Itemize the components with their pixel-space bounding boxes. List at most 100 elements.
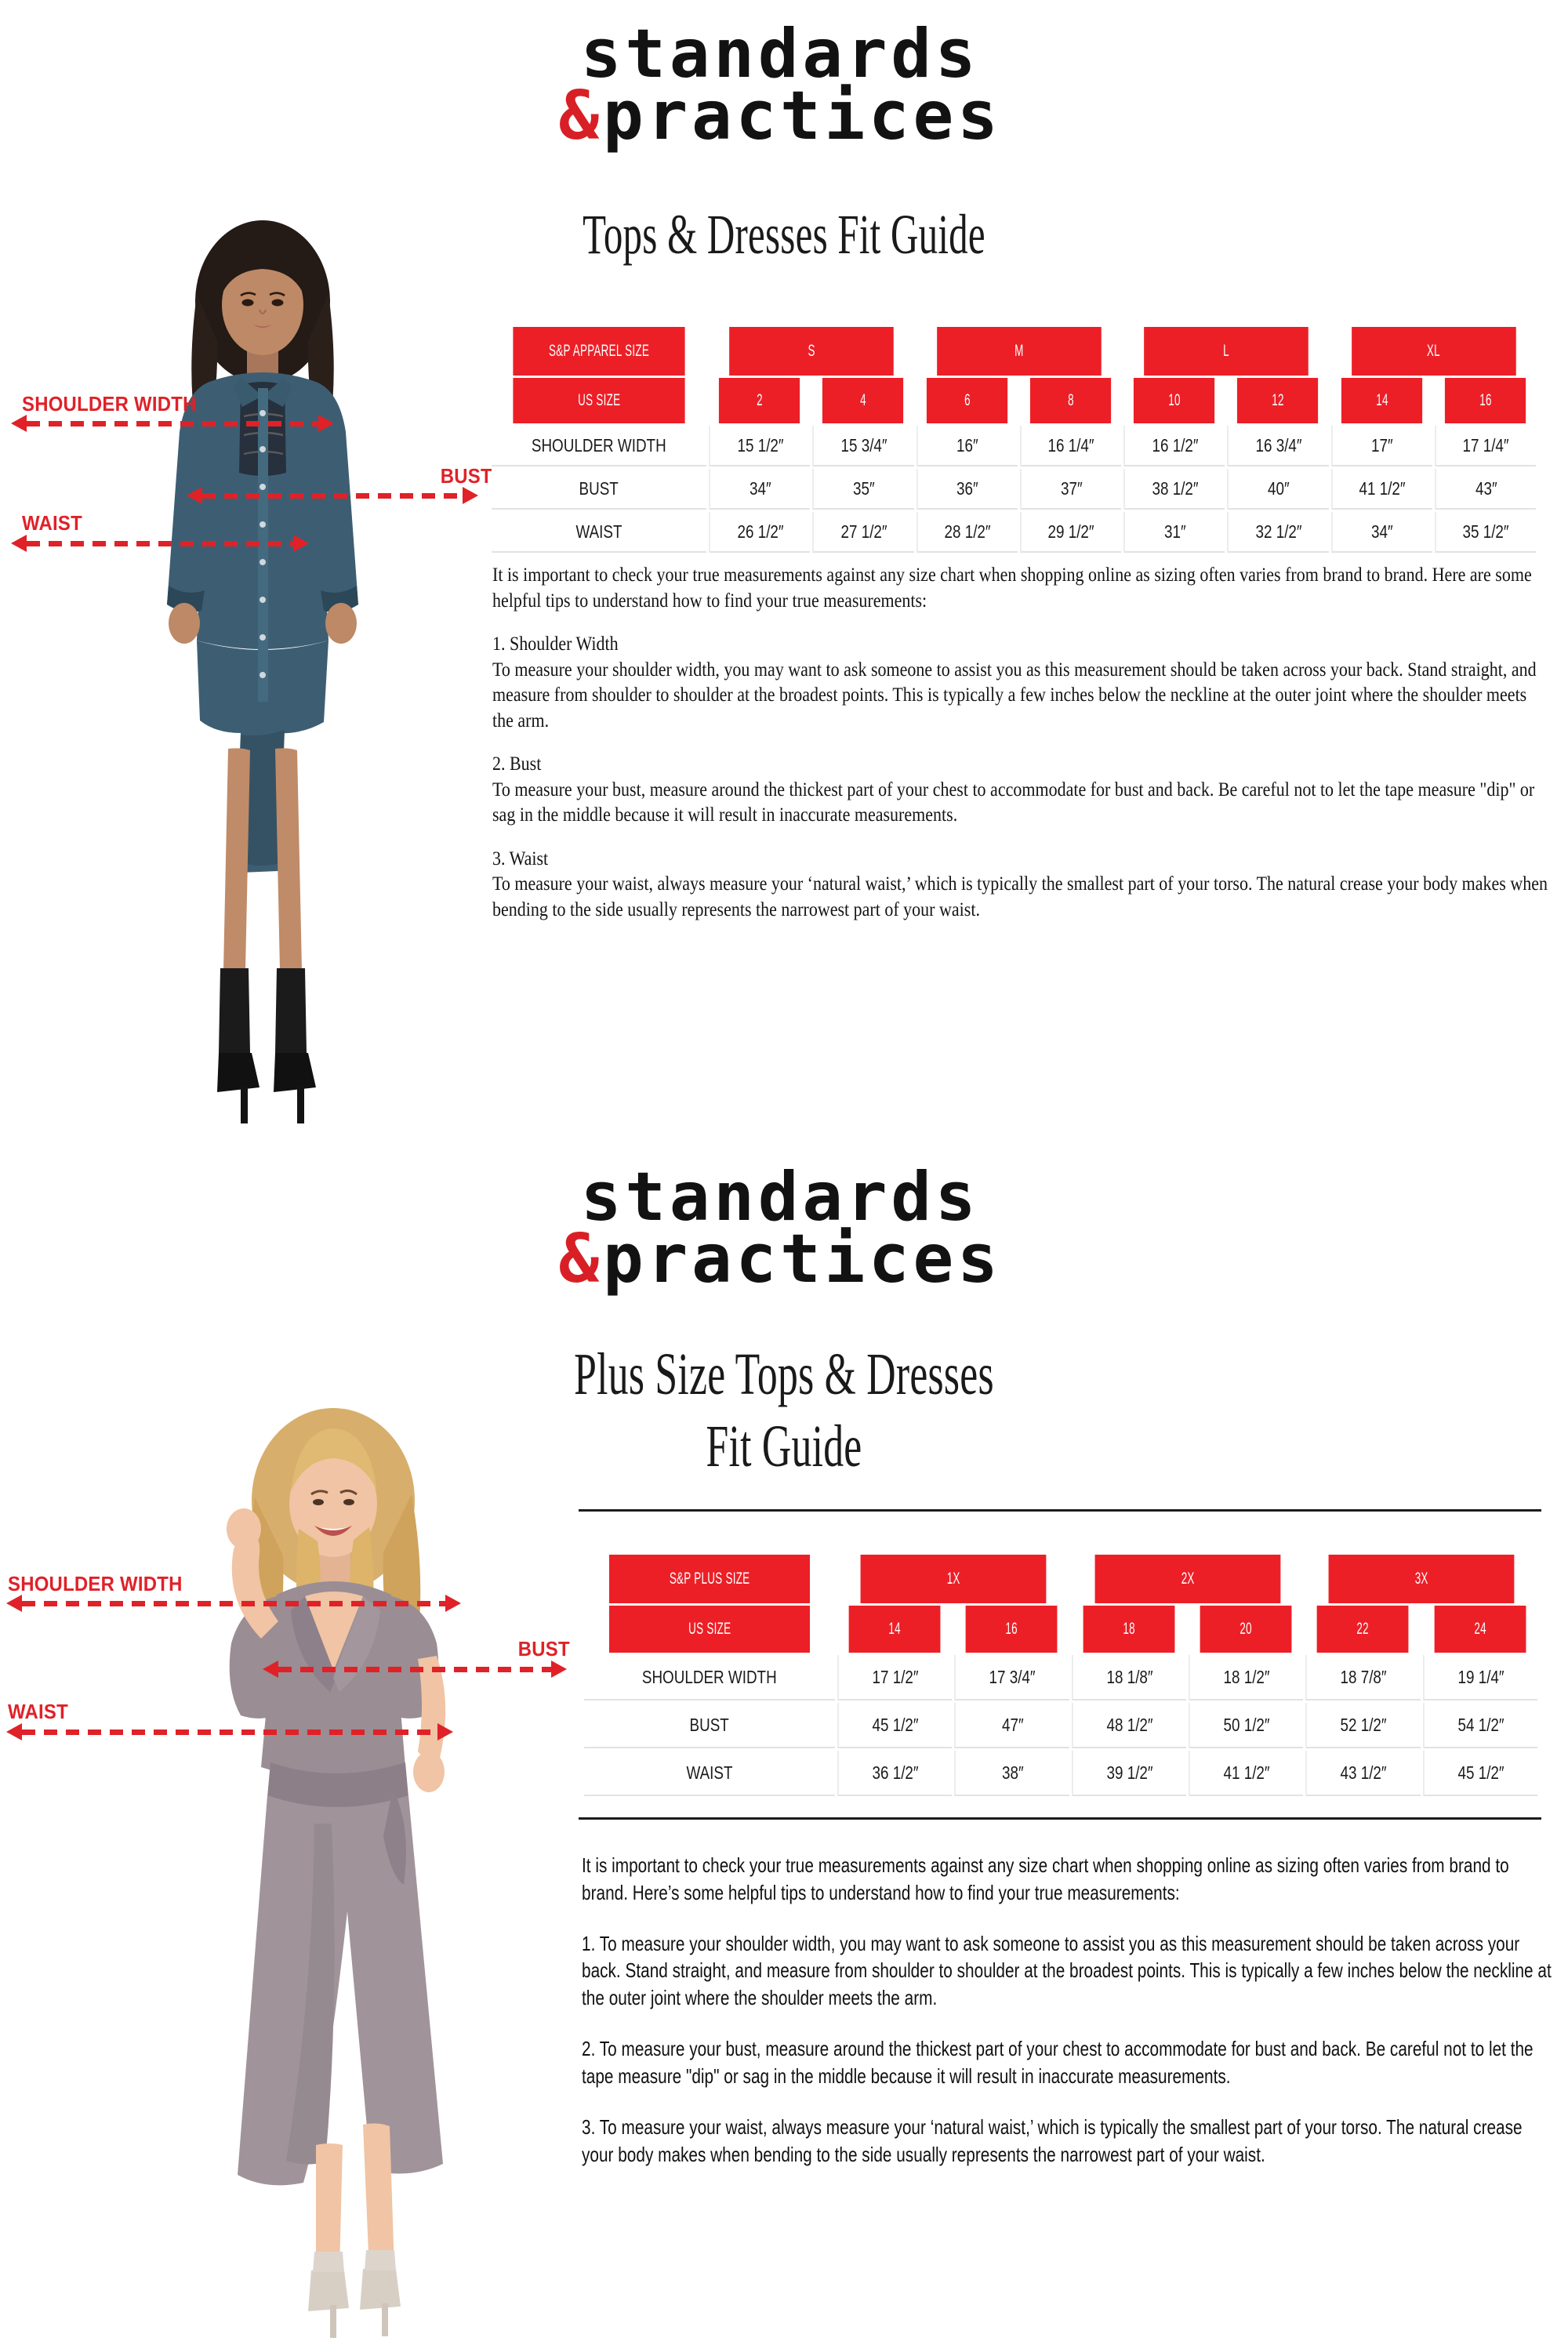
fit-guide-body-plus-size: It is important to check your true measu…	[582, 1852, 1554, 2168]
header-us-6: 6	[926, 378, 1007, 423]
table-cell: 16 1/2″	[1123, 426, 1225, 466]
header-us-18: 18	[1083, 1606, 1175, 1653]
header-us-size: US SIZE	[609, 1606, 810, 1653]
table-cell: 16 1/4″	[1019, 426, 1121, 466]
arrow-head-right-icon	[551, 1661, 567, 1678]
header-us-14: 14	[848, 1606, 941, 1653]
header-us-22: 22	[1316, 1606, 1410, 1653]
annotation-arrow-bust-1	[187, 487, 478, 504]
table-cell: 17 1/4″	[1434, 426, 1536, 466]
model-image-plus-size	[137, 1403, 474, 2344]
table-cell: 15 3/4″	[812, 426, 914, 466]
table-cell: 26 1/2″	[709, 512, 811, 553]
header-us-12: 12	[1237, 378, 1319, 423]
arrow-head-left-icon	[11, 535, 27, 552]
arrow-head-right-icon	[437, 1723, 453, 1740]
arrow-dashed-line	[22, 1729, 437, 1735]
table-cell: 28 1/2″	[916, 512, 1018, 553]
model-illustration-standard	[122, 200, 404, 1152]
header-us-20: 20	[1200, 1606, 1292, 1653]
table-cell: 36″	[916, 469, 1018, 510]
table-cell: 54 1/2″	[1422, 1703, 1537, 1748]
table-row-bust: BUST 34″ 35″ 36″ 37″ 38 1/2″ 40″ 41 1/2″…	[492, 469, 1536, 510]
table-cell: 27 1/2″	[812, 512, 914, 553]
table-cell: 15 1/2″	[709, 426, 811, 466]
table-cell: 47″	[954, 1703, 1069, 1748]
table-cell: 18 1/8″	[1071, 1655, 1186, 1700]
annotation-label-bust-1: BUST	[440, 464, 492, 488]
tip-2-body: To measure your bust, measure around the…	[492, 779, 1535, 826]
logo-line-standards: standards	[580, 15, 980, 93]
arrow-head-left-icon	[6, 1723, 22, 1740]
row-label: BUST	[584, 1703, 835, 1748]
annotation-arrow-shoulder-width-2	[6, 1595, 461, 1612]
table-cell: 36 1/2″	[837, 1751, 953, 1796]
arrow-head-left-icon	[11, 415, 27, 432]
table-cell: 45 1/2″	[1422, 1751, 1537, 1796]
header-us-16: 16	[965, 1606, 1058, 1653]
table-cell: 18 7/8″	[1305, 1655, 1421, 1700]
tip-2-heading: 2. Bust	[492, 753, 542, 775]
page-title-tops-dresses: Tops & Dresses Fit Guide	[583, 203, 985, 266]
table-cell: 17 1/2″	[837, 1655, 953, 1700]
tip-1-body: To measure your shoulder width, you may …	[492, 659, 1537, 731]
divider-above-plus-table	[579, 1509, 1541, 1512]
arrow-dashed-line	[22, 1600, 445, 1606]
header-size-m: M	[936, 327, 1101, 376]
model-illustration-plus-size	[137, 1403, 474, 2344]
table-cell: 39 1/2″	[1071, 1751, 1186, 1796]
divider-below-plus-table	[579, 1817, 1541, 1820]
table-cell: 37″	[1019, 469, 1121, 510]
table-row-shoulder-width: SHOULDER WIDTH 17 1/2″ 17 3/4″ 18 1/8″ 1…	[584, 1655, 1537, 1700]
table-cell: 35 1/2″	[1434, 512, 1536, 553]
table-cell: 16 3/4″	[1227, 426, 1329, 466]
header-us-size: US SIZE	[513, 378, 685, 423]
table-header-row-us-size: US SIZE 14 16 18 20 22 24	[584, 1606, 1537, 1653]
arrow-head-right-icon	[318, 415, 334, 432]
header-size-3x: 3X	[1328, 1555, 1515, 1603]
table-cell: 50 1/2″	[1188, 1703, 1304, 1748]
table-cell: 31″	[1123, 512, 1225, 553]
header-size-1x: 1X	[860, 1555, 1047, 1603]
size-chart-tops-dresses: S&P APPAREL SIZE S M L XL US SIZE 2 4 6 …	[489, 325, 1538, 555]
arrow-head-right-icon	[293, 535, 309, 552]
arrow-head-left-icon	[6, 1595, 22, 1612]
table-cell: 34″	[1330, 512, 1432, 553]
table-cell: 29 1/2″	[1019, 512, 1121, 553]
arrow-head-left-icon	[263, 1661, 278, 1678]
table-cell: 34″	[709, 469, 811, 510]
table-cell: 35″	[812, 469, 914, 510]
header-us-24: 24	[1434, 1606, 1526, 1653]
table-cell: 45 1/2″	[837, 1703, 953, 1748]
logo-line-practices: &practices	[502, 82, 1058, 150]
header-size-l: L	[1144, 327, 1308, 376]
intro-paragraph: It is important to check your true measu…	[492, 564, 1532, 612]
annotation-label-bust-2: BUST	[517, 1637, 570, 1661]
annotation-label-waist-2: WAIST	[8, 1700, 68, 1723]
table-row-waist: WAIST 26 1/2″ 27 1/2″ 28 1/2″ 29 1/2″ 31…	[492, 512, 1536, 553]
header-plus-size: S&P PLUS SIZE	[609, 1555, 810, 1603]
header-size-2x: 2X	[1094, 1555, 1280, 1603]
logo-line-standards: standards	[580, 1158, 980, 1236]
header-us-10: 10	[1133, 378, 1215, 423]
arrow-dashed-line	[27, 420, 318, 426]
header-us-16: 16	[1444, 378, 1526, 423]
header-apparel-size: S&P APPAREL SIZE	[513, 327, 685, 376]
table-row-bust: BUST 45 1/2″ 47″ 48 1/2″ 50 1/2″ 52 1/2″…	[584, 1703, 1537, 1748]
logo-ampersand: &	[558, 77, 603, 156]
header-us-4: 4	[822, 378, 904, 423]
tip-3-heading: 3. Waist	[492, 848, 549, 869]
tip-2-paragraph: 2. To measure your bust, measure around …	[582, 2037, 1534, 2088]
brand-logo-bottom: standards &practices	[502, 1158, 1058, 1293]
tip-1-paragraph: 1. To measure your shoulder width, you m…	[582, 1931, 1552, 2010]
header-size-s: S	[729, 327, 894, 376]
table-row-shoulder-width: SHOULDER WIDTH 15 1/2″ 15 3/4″ 16″ 16 1/…	[492, 426, 1536, 466]
size-chart-plus-size: S&P PLUS SIZE 1X 2X 3X US SIZE 14 16 18 …	[582, 1552, 1540, 1798]
annotation-arrow-waist-2	[6, 1723, 453, 1740]
arrow-dashed-line	[27, 540, 293, 546]
logo-ampersand: &	[558, 1220, 603, 1299]
annotation-arrow-bust-2	[263, 1661, 567, 1678]
table-cell: 17 3/4″	[954, 1655, 1069, 1700]
table-header-row-plus-size: S&P PLUS SIZE 1X 2X 3X	[584, 1555, 1537, 1603]
